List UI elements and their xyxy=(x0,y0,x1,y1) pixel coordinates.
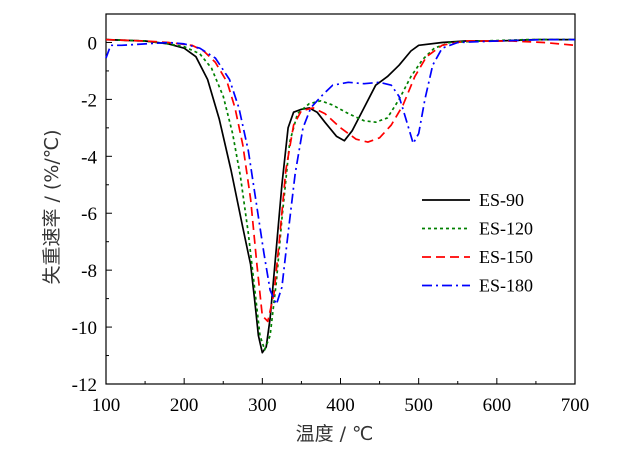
x-tick-label: 600 xyxy=(483,395,512,416)
y-tick-label: -2 xyxy=(81,90,97,111)
y-tick-label: -12 xyxy=(72,375,97,396)
x-tick-label: 400 xyxy=(326,395,355,416)
y-tick-label: -8 xyxy=(81,261,97,282)
y-axis-title: 失重速率 / (%/℃) xyxy=(41,129,63,284)
x-tick-label: 700 xyxy=(561,395,590,416)
y-tick-label: -4 xyxy=(81,147,97,168)
x-tick-label: 300 xyxy=(248,395,277,416)
series-line-es-90 xyxy=(105,38,575,354)
x-tick-label: 100 xyxy=(92,395,121,416)
legend-label-es-90: ES-90 xyxy=(479,190,524,210)
legend-label-es-120: ES-120 xyxy=(479,219,533,239)
series-line-es-150 xyxy=(105,38,576,323)
series-line-es-180 xyxy=(105,38,575,306)
tick-layer: 100 200 300 400 500 600 700 0 -2 -4 -6 -8 -10 -12 xyxy=(72,13,590,416)
x-tick-label: 500 xyxy=(404,395,433,416)
series-layer xyxy=(105,38,576,354)
x-tick-label: 200 xyxy=(170,395,199,416)
y-tick-label: -10 xyxy=(72,318,97,339)
legend-label-es-150: ES-150 xyxy=(479,247,533,267)
legend-label-es-180: ES-180 xyxy=(479,276,533,296)
legend: ES-90 ES-120 ES-150 ES-180 xyxy=(422,190,533,296)
y-tick-label: -6 xyxy=(81,204,97,225)
x-axis-title: 温度 / ℃ xyxy=(296,423,374,445)
y-tick-label: 0 xyxy=(88,33,98,54)
